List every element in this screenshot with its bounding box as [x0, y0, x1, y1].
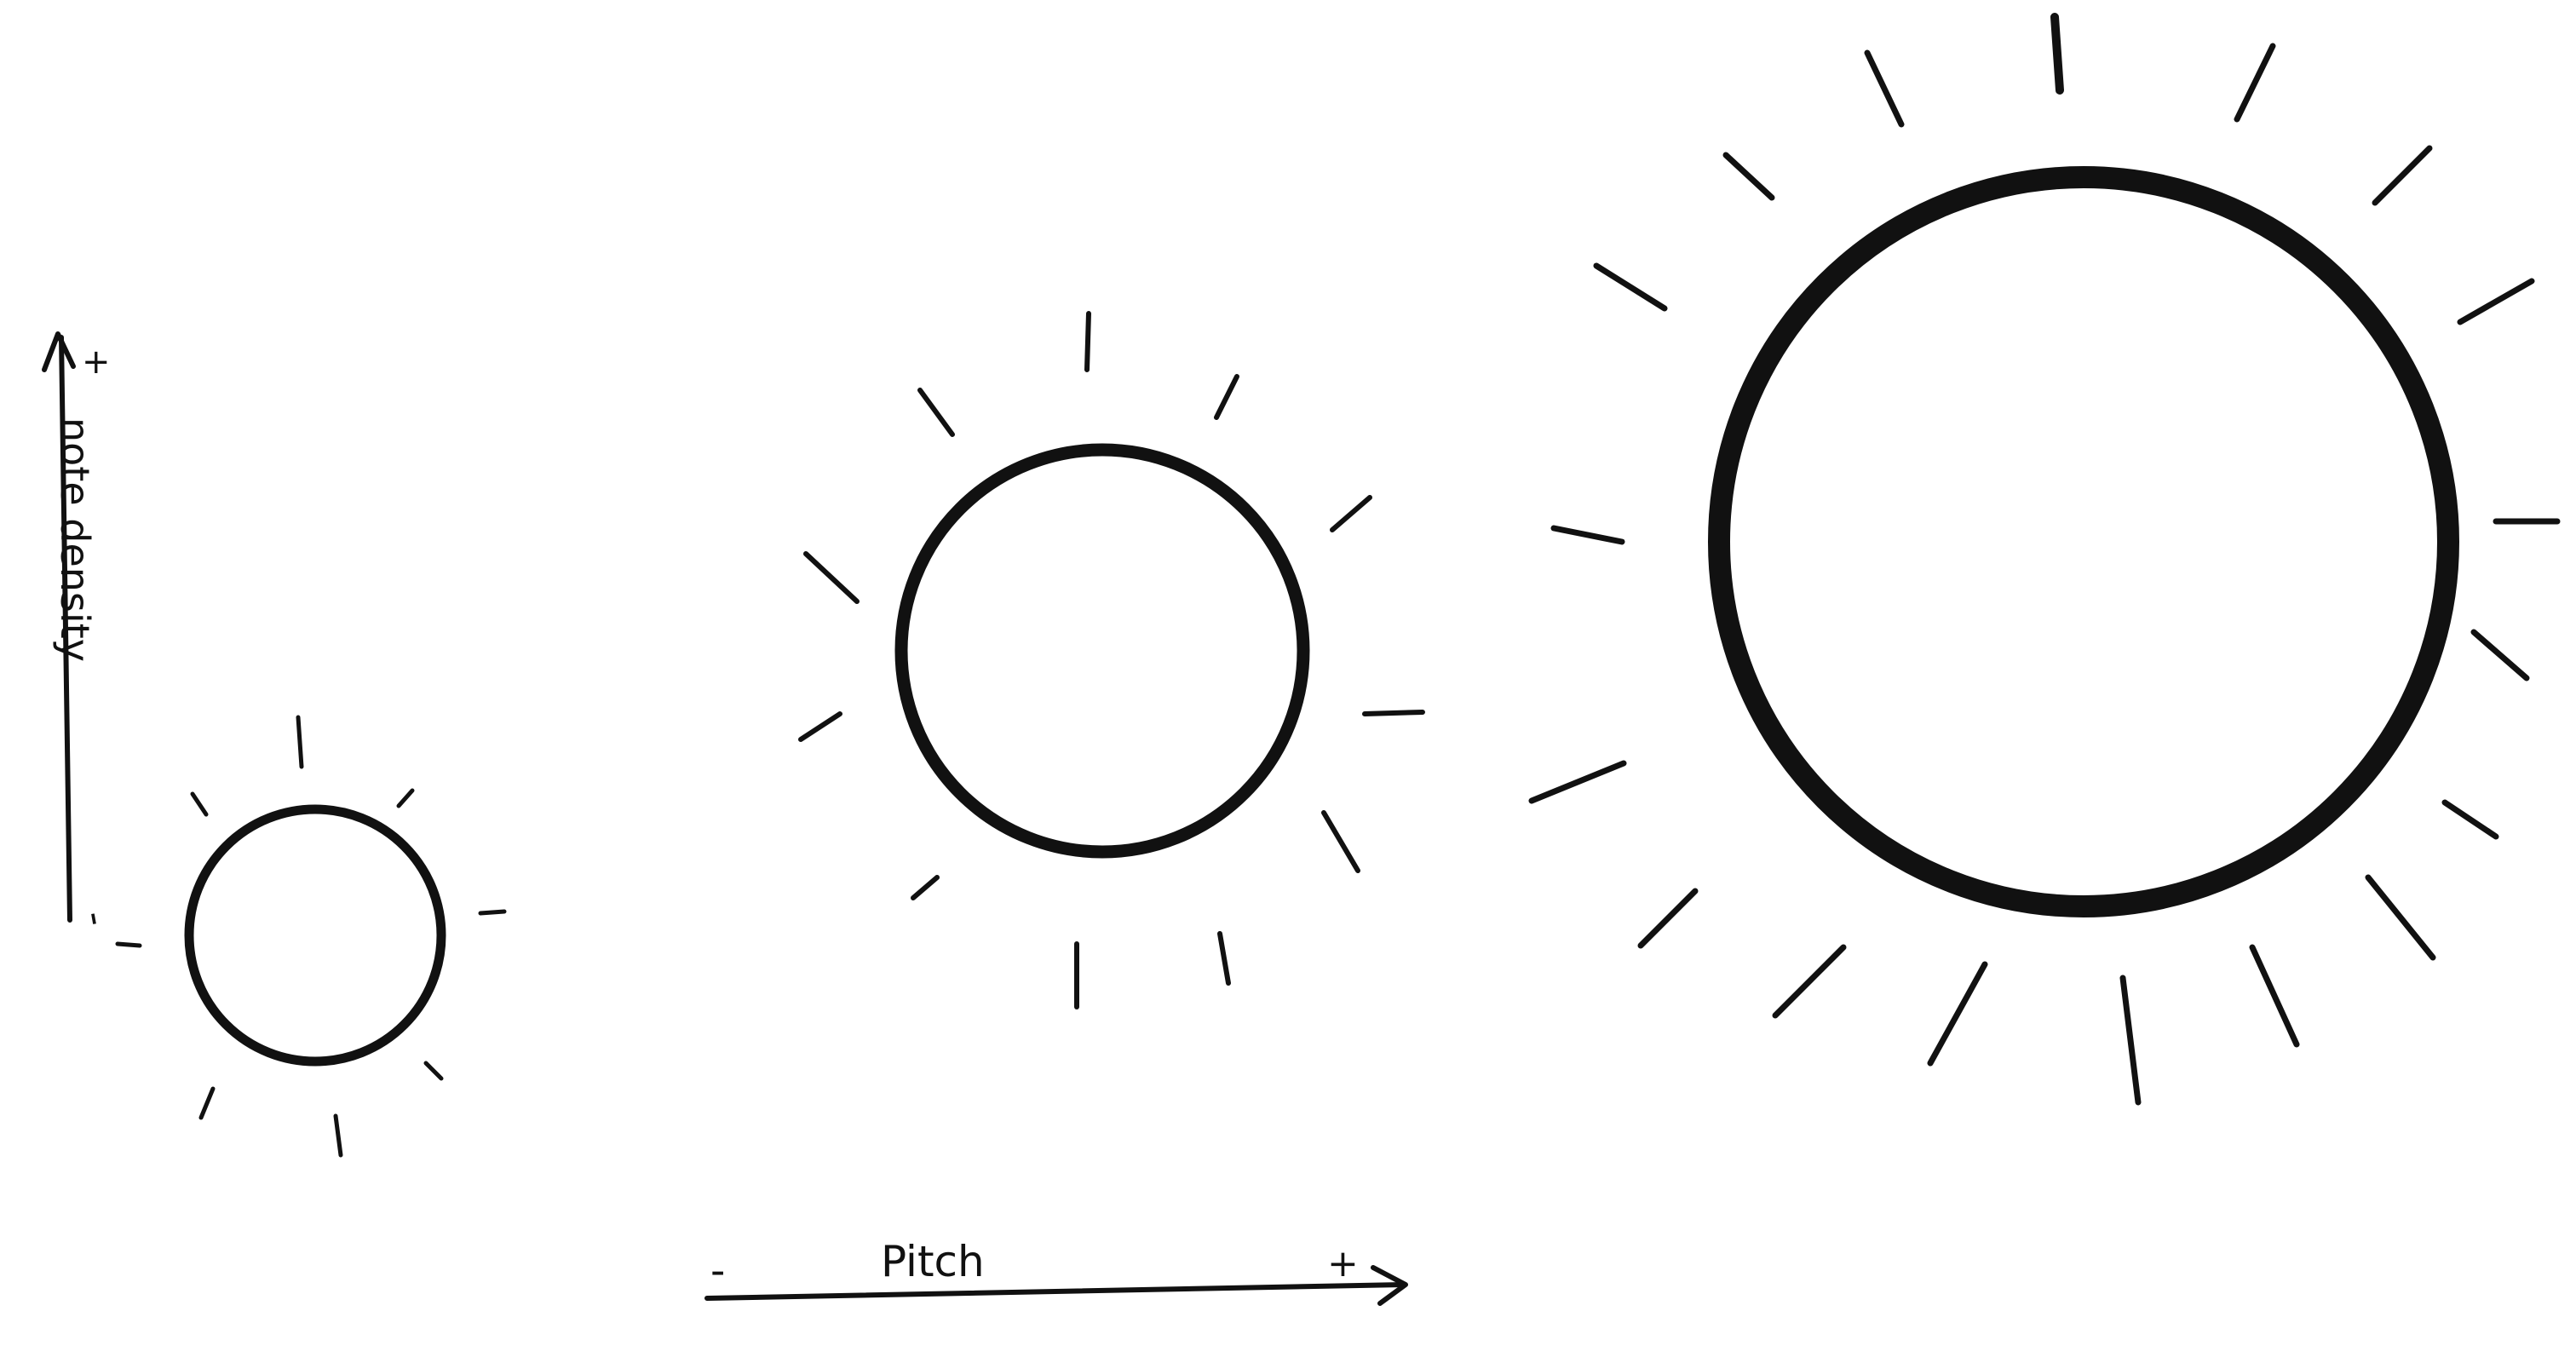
medium-sun-ray [1084, 311, 1091, 372]
small-sun-rays [115, 715, 507, 1158]
small-sun-ray [333, 1113, 343, 1158]
large-sun-ray [1637, 888, 1699, 949]
small-sun-ray [478, 909, 507, 916]
medium-sun-ray [803, 551, 860, 604]
large-sun-ray [1593, 262, 1668, 312]
large-sun-ray [2050, 13, 2064, 95]
vertical-axis-arrowhead [42, 331, 76, 372]
horizontal-axis: - Pitch + [704, 1237, 1408, 1306]
vertical-axis-plus: + [82, 342, 111, 382]
small-sun-circle [184, 804, 446, 1067]
vertical-axis-label: note density [52, 417, 98, 662]
large-sun-ray [1528, 760, 1627, 804]
small-sun-ray [296, 715, 304, 769]
small-sun-ray [190, 791, 209, 817]
large-sun-circle [1708, 166, 2459, 917]
large-sun-ray [2470, 629, 2530, 682]
large-sun [1528, 13, 2561, 1106]
medium-sun-ray [1214, 374, 1239, 420]
large-sun-ray [2457, 278, 2535, 325]
vertical-axis: + note density - [42, 331, 120, 929]
horizontal-axis-plus: + [1327, 1242, 1359, 1285]
large-sun-rays [1528, 13, 2561, 1106]
large-sun-ray [2372, 145, 2433, 206]
large-sun-ray [1550, 525, 1625, 545]
large-sun-ray [2119, 975, 2142, 1106]
horizontal-axis-label: Pitch [881, 1237, 985, 1286]
medium-sun-ray [1321, 810, 1360, 873]
vertical-axis-minus-mark: - [72, 907, 120, 929]
large-sun-ray [1864, 49, 1905, 128]
medium-sun-rays [798, 311, 1425, 1009]
small-sun [115, 715, 507, 1158]
vertical-axis-line [59, 335, 72, 923]
medium-sun-circle [894, 443, 1310, 859]
small-sun-ray [396, 788, 415, 808]
horizontal-axis-line [704, 1282, 1406, 1301]
medium-sun-ray [911, 875, 940, 900]
small-sun-ray [115, 941, 142, 948]
small-sun-ray [198, 1086, 216, 1120]
medium-sun-ray [917, 388, 955, 437]
medium-sun-ray [1362, 710, 1425, 716]
large-sun-ray [1772, 944, 1847, 1019]
medium-sun-ray [798, 711, 842, 742]
medium-sun-ray [1217, 931, 1231, 986]
horizontal-axis-minus: - [710, 1247, 725, 1295]
large-sun-ray [2441, 799, 2499, 840]
large-sun-ray [1722, 152, 1775, 201]
large-sun-ray [1927, 961, 1988, 1067]
small-sun-ray [423, 1061, 444, 1081]
large-sun-ray [2249, 944, 2300, 1048]
horizontal-axis-arrowhead [1371, 1265, 1408, 1306]
large-sun-ray [2365, 874, 2436, 961]
medium-sun [798, 311, 1425, 1009]
medium-sun-ray [1330, 495, 1372, 532]
large-sun-ray [2234, 43, 2276, 123]
